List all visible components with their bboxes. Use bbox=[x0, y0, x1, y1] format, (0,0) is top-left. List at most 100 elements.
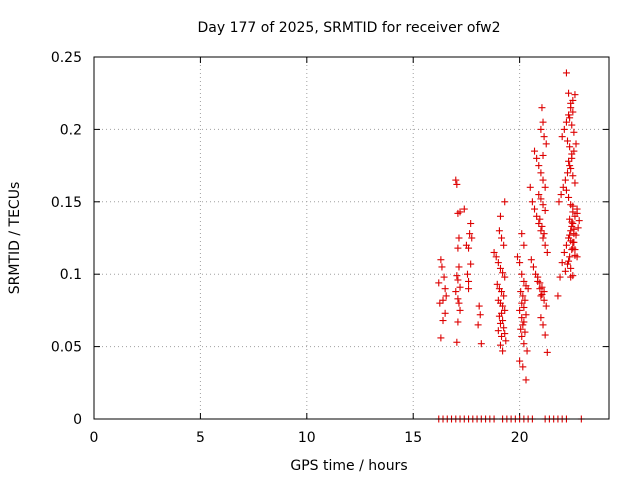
data-point bbox=[501, 330, 509, 338]
data-point bbox=[519, 292, 527, 300]
data-point bbox=[567, 164, 575, 172]
data-point bbox=[499, 302, 507, 310]
x-tick-label: 10 bbox=[298, 430, 316, 446]
data-point bbox=[501, 273, 509, 281]
data-point bbox=[564, 169, 572, 177]
data-point bbox=[477, 340, 485, 348]
data-point bbox=[453, 338, 461, 346]
data-point bbox=[538, 222, 546, 230]
data-point bbox=[569, 220, 577, 228]
data-point bbox=[539, 234, 547, 242]
data-point bbox=[494, 259, 502, 267]
x-tick-label: 20 bbox=[511, 430, 529, 446]
data-point bbox=[498, 288, 506, 296]
data-point bbox=[498, 332, 506, 340]
data-point bbox=[437, 334, 445, 342]
data-point bbox=[558, 259, 566, 267]
data-point bbox=[496, 341, 504, 349]
data-point bbox=[496, 264, 504, 272]
data-point bbox=[570, 238, 578, 246]
data-point bbox=[541, 206, 549, 214]
data-point bbox=[454, 276, 462, 284]
data-point bbox=[529, 263, 537, 271]
data-point bbox=[566, 253, 574, 261]
data-point bbox=[572, 231, 580, 239]
data-point bbox=[569, 108, 577, 116]
data-point bbox=[521, 296, 529, 304]
data-point bbox=[523, 347, 531, 355]
data-point bbox=[467, 260, 475, 268]
data-point bbox=[524, 285, 532, 293]
data-point bbox=[573, 209, 581, 217]
data-point bbox=[562, 69, 570, 77]
data-point bbox=[566, 162, 574, 170]
data-point bbox=[460, 205, 468, 213]
y-tick-label: 0.05 bbox=[51, 340, 82, 356]
data-point bbox=[500, 241, 508, 249]
data-point bbox=[560, 248, 568, 256]
data-point bbox=[466, 230, 474, 238]
data-point bbox=[518, 332, 526, 340]
data-point bbox=[539, 201, 547, 209]
data-point bbox=[455, 263, 463, 271]
data-point bbox=[562, 118, 570, 126]
data-point bbox=[540, 230, 548, 238]
data-point bbox=[456, 208, 464, 216]
y-tick-label: 0 bbox=[73, 412, 82, 428]
data-point bbox=[455, 234, 463, 242]
data-point bbox=[442, 292, 450, 300]
chart-title: Day 177 of 2025, SRMTID for receiver ofw… bbox=[197, 20, 500, 36]
data-point bbox=[475, 302, 483, 310]
data-point bbox=[467, 220, 475, 228]
data-point bbox=[493, 280, 501, 288]
data-point bbox=[516, 306, 524, 314]
data-point bbox=[564, 260, 572, 268]
data-point bbox=[436, 299, 444, 307]
data-point bbox=[533, 212, 541, 220]
data-point bbox=[438, 263, 446, 271]
x-tick-label: 15 bbox=[404, 430, 422, 446]
data-point bbox=[574, 224, 582, 232]
data-point bbox=[566, 143, 574, 151]
axis-ticks bbox=[93, 56, 609, 420]
data-point bbox=[571, 179, 579, 187]
data-point bbox=[439, 296, 447, 304]
data-point bbox=[535, 162, 543, 170]
data-point bbox=[517, 288, 525, 296]
data-point bbox=[501, 198, 509, 206]
x-tick-labels: 0 5 10 15 20 bbox=[90, 430, 529, 446]
data-point bbox=[492, 253, 500, 261]
data-point bbox=[565, 111, 573, 119]
data-point bbox=[521, 328, 529, 336]
data-point bbox=[441, 285, 449, 293]
data-point bbox=[519, 363, 527, 371]
x-tick-label: 0 bbox=[90, 430, 99, 446]
y-tick-label: 0.1 bbox=[60, 267, 82, 283]
data-point bbox=[456, 283, 464, 291]
data-point bbox=[435, 279, 443, 287]
data-point bbox=[567, 264, 575, 272]
data-point bbox=[437, 256, 445, 264]
data-point bbox=[575, 217, 583, 225]
plot-frame bbox=[93, 56, 610, 420]
data-point bbox=[516, 357, 524, 365]
data-point bbox=[566, 231, 574, 239]
data-point bbox=[539, 321, 547, 329]
data-point bbox=[531, 205, 539, 213]
data-point bbox=[561, 267, 569, 275]
data-point bbox=[537, 169, 545, 177]
data-point bbox=[454, 244, 462, 252]
data-point bbox=[568, 218, 576, 226]
data-point bbox=[537, 125, 545, 133]
data-point bbox=[498, 234, 506, 242]
data-point bbox=[567, 99, 575, 107]
data-point bbox=[495, 312, 503, 320]
data-point bbox=[463, 270, 471, 278]
data-point bbox=[540, 288, 548, 296]
data-point bbox=[520, 340, 528, 348]
data-point bbox=[518, 314, 526, 322]
data-point bbox=[520, 241, 528, 249]
data-point bbox=[490, 248, 498, 256]
data-point bbox=[558, 133, 566, 141]
